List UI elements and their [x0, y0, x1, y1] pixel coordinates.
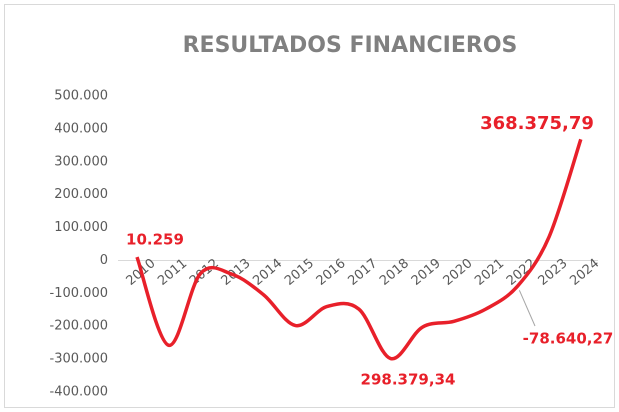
y-tick-label: -100.000 [50, 286, 108, 301]
chart-title: RESULTADOS FINANCIEROS [183, 33, 518, 58]
data-label: 368.375,79 [480, 113, 594, 134]
y-tick-label: -200.000 [50, 319, 108, 334]
data-label: -78.640,27 [523, 330, 614, 348]
y-tick-label: 100.000 [54, 220, 108, 235]
line [135, 138, 583, 361]
y-tick-label: -400.000 [50, 385, 108, 400]
chart-border [4, 4, 615, 408]
y-tick-label: 500.000 [54, 89, 108, 104]
y-tick-label: 200.000 [54, 187, 108, 202]
data-label: 10.259 [126, 231, 184, 249]
data-label: 298.379,34 [361, 371, 456, 389]
y-tick-label: -300.000 [50, 352, 108, 367]
y-tick-label: 300.000 [54, 154, 108, 169]
y-tick-label: 0 [100, 253, 108, 268]
leader-line [518, 290, 536, 327]
y-tick-label: 400.000 [54, 121, 108, 136]
